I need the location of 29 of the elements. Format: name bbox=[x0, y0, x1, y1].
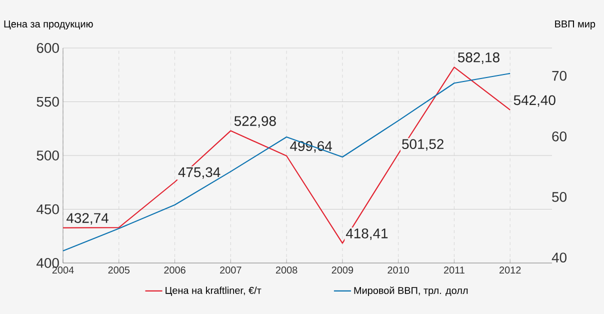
x-tick-label: 2008 bbox=[276, 266, 298, 274]
x-tick-label: 2006 bbox=[164, 266, 186, 274]
data-label: 542,40 bbox=[514, 95, 556, 107]
data-label: 501,52 bbox=[402, 139, 444, 151]
y-tick-label: 550 bbox=[36, 96, 59, 107]
legend-label: Цена на kraftliner, €/т bbox=[166, 286, 262, 296]
x-tick-label: 2005 bbox=[108, 266, 130, 274]
y2-tick-label: 70 bbox=[552, 70, 567, 81]
y-tick-label: 400 bbox=[36, 258, 59, 268]
data-label: 432,74 bbox=[66, 213, 108, 225]
x-tick-label: 2009 bbox=[332, 266, 354, 274]
legend-label: Мировой ВВП, трл. долл bbox=[354, 286, 468, 296]
data-label: 522,98 bbox=[234, 116, 276, 128]
x-tick-label: 2004 bbox=[52, 266, 74, 274]
y2-axis-title: ВВП мир bbox=[555, 20, 596, 30]
x-tick-label: 2007 bbox=[220, 266, 242, 274]
data-label: 418,41 bbox=[346, 228, 388, 240]
y2-tick-label: 40 bbox=[552, 252, 567, 262]
y-tick-label: 600 bbox=[36, 43, 59, 53]
y-tick-label: 450 bbox=[36, 204, 59, 214]
x-tick-label: 2011 bbox=[444, 266, 464, 274]
y-tick-label: 500 bbox=[36, 150, 59, 160]
y2-tick-label: 60 bbox=[552, 131, 567, 142]
x-tick-label: 2012 bbox=[500, 266, 521, 274]
y-axis-title: Цена за продукцию bbox=[4, 20, 93, 30]
data-label: 475,34 bbox=[178, 167, 220, 179]
y2-tick-label: 50 bbox=[552, 192, 567, 202]
x-tick-label: 2010 bbox=[388, 266, 410, 274]
data-label: 582,18 bbox=[458, 52, 500, 64]
